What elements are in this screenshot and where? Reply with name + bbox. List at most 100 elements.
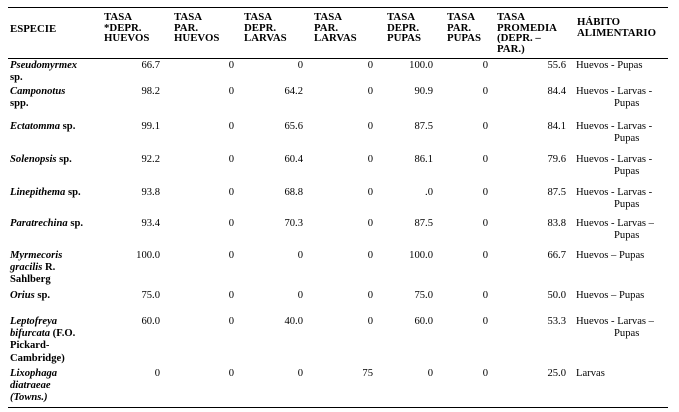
rate-value: 55.6: [547, 60, 566, 71]
rate-value: 0: [482, 154, 488, 165]
rate-value: 0: [367, 121, 373, 132]
rate-value: 0: [154, 368, 160, 379]
rate-value: 0: [482, 316, 488, 327]
feeding-habit-line: Pupas: [614, 328, 640, 340]
feeding-habit-line: Huevos - Pupas: [576, 60, 643, 71]
species-genus: Paratrechina: [10, 218, 68, 229]
rate-value: 0: [367, 250, 373, 261]
feeding-habit-line: Huevos - Larvas –: [576, 316, 654, 327]
rate-value: 66.7: [141, 60, 160, 71]
rate-value: 0: [228, 316, 234, 327]
rate-value: 90.9: [414, 86, 433, 97]
feeding-habit-line: Huevos – Pupas: [576, 250, 645, 261]
rate-value: 0: [228, 86, 234, 97]
species-suffix: sp.: [34, 290, 51, 301]
rate-value: 0: [228, 60, 234, 71]
species-name-line: Solenopsis sp.: [10, 154, 72, 166]
rate-value: 98.2: [141, 86, 160, 97]
rate-value: 60.4: [284, 154, 303, 165]
rate-value: 0: [297, 368, 303, 379]
feeding-habit-line: Pupas: [614, 166, 640, 178]
rate-value: 0: [482, 218, 488, 229]
rate-value: 75.0: [414, 290, 433, 301]
species-genus: Linepithema: [10, 187, 66, 198]
rate-value: 0: [367, 316, 373, 327]
column-header-line: PROMEDIA: [497, 21, 557, 34]
species-name-line: Orius sp.: [10, 290, 50, 302]
column-header-line: PAR.: [447, 21, 472, 34]
species-name-line: sp.: [10, 72, 23, 84]
rate-value: 0: [228, 250, 234, 261]
rate-value: 0: [482, 290, 488, 301]
species-name-line: Pickard-: [10, 340, 50, 352]
column-header-line: HUEVOS: [104, 32, 150, 44]
rate-value: 0: [482, 60, 488, 71]
column-header-line: PAR.: [314, 21, 339, 34]
rate-value: 68.8: [284, 187, 303, 198]
rate-value: 0: [367, 154, 373, 165]
column-header-line: TASA: [387, 11, 415, 23]
feeding-habit-line: Pupas: [614, 199, 640, 211]
column-header-line: DEPR.: [244, 21, 277, 34]
rate-value: 0: [297, 60, 303, 71]
rate-value: 0: [482, 121, 488, 132]
column-header-line: ALIMENTARIO: [577, 26, 656, 39]
rate-value: 100.0: [136, 250, 160, 261]
rate-value: 70.3: [284, 218, 303, 229]
species-name-line: diatraeae: [10, 380, 51, 392]
rate-value: 92.2: [141, 154, 160, 165]
column-header-line: TASA: [314, 11, 342, 23]
species-suffix: (F.O.: [50, 328, 76, 340]
rate-value: 84.1: [547, 121, 566, 132]
rate-value: 0: [297, 290, 303, 301]
column-header-line: LARVAS: [244, 32, 287, 44]
species-suffix: sp.: [65, 187, 81, 198]
rate-value: 65.6: [284, 121, 303, 132]
species-genus: bifurcata: [10, 328, 51, 340]
rate-value: .0: [425, 187, 433, 198]
rate-value: 79.6: [547, 154, 566, 165]
rate-value: 87.5: [414, 121, 433, 132]
rate-value: 53.3: [547, 316, 566, 327]
species-name-line: gracilis R.: [10, 262, 55, 274]
column-header-line: TASA: [244, 11, 272, 23]
column-header-line: PUPAS: [447, 32, 481, 44]
rate-value: 86.1: [414, 154, 433, 165]
rate-value: 0: [482, 250, 488, 261]
species-name-line: Lixophaga: [10, 368, 58, 379]
rate-value: 0: [367, 187, 373, 198]
column-header-line: TASA: [447, 11, 475, 23]
feeding-habit-line: Huevos - Larvas –: [576, 218, 654, 229]
species-name-line: Myrmecoris: [10, 250, 63, 261]
column-header-line: TASA: [497, 11, 525, 23]
rate-value: 0: [482, 368, 488, 379]
rate-value: 0: [367, 290, 373, 301]
rate-value: 100.0: [409, 60, 433, 71]
rate-value: 93.4: [141, 218, 160, 229]
column-header-line: ESPECIE: [10, 23, 57, 35]
species-name-line: Camponotus: [10, 86, 66, 97]
rate-value: 60.0: [414, 316, 433, 327]
feeding-habit-line: Pupas: [614, 230, 640, 242]
rate-value: 87.5: [414, 218, 433, 229]
rate-value: 40.0: [284, 316, 303, 327]
feeding-habit-line: Pupas: [614, 98, 640, 110]
rate-value: 66.7: [547, 250, 566, 261]
species-suffix: sp.: [60, 121, 76, 132]
species-name-line: bifurcata (F.O.: [10, 328, 75, 340]
rate-value: 84.4: [547, 86, 566, 97]
column-header-line: PAR.: [174, 21, 199, 34]
rate-value: 0: [367, 218, 373, 229]
column-header-line: PUPAS: [387, 32, 421, 44]
rate-value: 50.0: [547, 290, 566, 301]
feeding-habit-line: Pupas: [614, 133, 640, 145]
column-header-line: PAR.): [497, 42, 525, 55]
species-name-line: Sahlberg: [10, 274, 51, 286]
feeding-habit-line: Huevos - Larvas -: [576, 154, 653, 165]
header-bottom-rule: [8, 58, 668, 59]
feeding-habit-line: Huevos - Larvas -: [576, 86, 653, 97]
species-suffix: sp.: [56, 154, 72, 165]
species-name-line: spp.: [10, 98, 29, 110]
rate-value: 0: [228, 121, 234, 132]
